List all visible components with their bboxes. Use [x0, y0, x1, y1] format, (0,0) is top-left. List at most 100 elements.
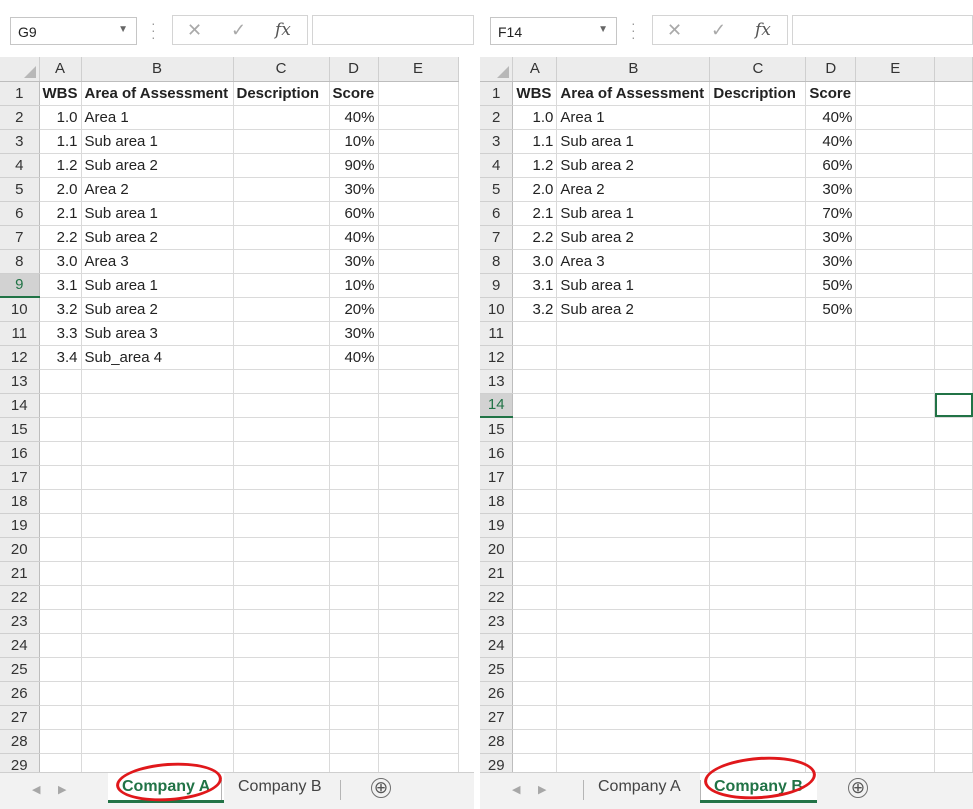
cell[interactable] — [378, 297, 459, 322]
cell[interactable] — [329, 489, 379, 514]
cell[interactable] — [855, 153, 936, 178]
cell[interactable] — [81, 705, 234, 730]
cell[interactable] — [329, 369, 379, 394]
cell[interactable] — [556, 321, 711, 346]
cell[interactable]: 30% — [329, 321, 379, 346]
cell[interactable] — [709, 633, 807, 658]
cell[interactable] — [39, 513, 82, 538]
cell[interactable]: Sub area 1 — [556, 129, 711, 154]
cell[interactable] — [81, 633, 234, 658]
cell[interactable] — [855, 441, 936, 466]
cell[interactable] — [855, 129, 936, 154]
cell[interactable] — [934, 369, 973, 394]
chevron-down-icon[interactable]: ▼ — [598, 24, 608, 35]
cell[interactable] — [709, 177, 807, 202]
column-header[interactable]: A — [39, 57, 82, 82]
cell[interactable] — [233, 201, 330, 226]
row-header[interactable]: 23 — [0, 609, 40, 634]
cell[interactable] — [556, 465, 711, 490]
cell[interactable]: 70% — [805, 201, 857, 226]
cell[interactable] — [512, 609, 558, 634]
cell[interactable] — [378, 153, 459, 178]
cell[interactable] — [934, 273, 973, 298]
cell[interactable] — [934, 441, 973, 466]
cell[interactable] — [378, 681, 459, 706]
cell[interactable] — [233, 273, 330, 298]
cell[interactable] — [709, 393, 807, 418]
row-header[interactable]: 12 — [480, 345, 514, 370]
row-header[interactable]: 10 — [480, 297, 514, 322]
cell[interactable] — [805, 417, 857, 442]
cell[interactable] — [934, 609, 973, 634]
cell[interactable] — [329, 393, 379, 418]
cell[interactable]: 30% — [805, 177, 857, 202]
cell[interactable] — [556, 537, 711, 562]
column-header[interactable]: A — [512, 57, 558, 82]
header-cell[interactable]: Score — [329, 81, 379, 106]
cell[interactable] — [855, 345, 936, 370]
cell[interactable] — [81, 369, 234, 394]
cell[interactable] — [556, 417, 711, 442]
cell[interactable] — [329, 657, 379, 682]
row-header[interactable]: 13 — [480, 369, 514, 394]
cell[interactable] — [39, 585, 82, 610]
cell[interactable] — [378, 585, 459, 610]
cell[interactable] — [512, 537, 558, 562]
cell[interactable] — [233, 417, 330, 442]
cell[interactable] — [378, 321, 459, 346]
cell[interactable] — [934, 417, 973, 442]
cell[interactable] — [855, 537, 936, 562]
cell[interactable]: Area 2 — [81, 177, 234, 202]
cell[interactable] — [512, 513, 558, 538]
row-header[interactable]: 17 — [0, 465, 40, 490]
cell[interactable]: 50% — [805, 273, 857, 298]
row-header[interactable]: 26 — [480, 681, 514, 706]
cell[interactable] — [233, 561, 330, 586]
cell[interactable] — [709, 585, 807, 610]
cell[interactable]: Area 1 — [556, 105, 711, 130]
cancel-icon[interactable]: ✕ — [187, 20, 203, 40]
cell[interactable] — [709, 249, 807, 274]
cell[interactable] — [855, 657, 936, 682]
cell[interactable] — [855, 633, 936, 658]
row-header[interactable]: 3 — [0, 129, 40, 154]
cell[interactable] — [512, 681, 558, 706]
cell[interactable] — [556, 513, 711, 538]
cell[interactable]: 2.1 — [39, 201, 82, 226]
cell[interactable] — [378, 441, 459, 466]
header-cell[interactable]: Score — [805, 81, 857, 106]
cell[interactable]: Sub area 2 — [81, 153, 234, 178]
cell[interactable] — [378, 81, 459, 106]
cell[interactable] — [329, 729, 379, 754]
cell[interactable] — [81, 417, 234, 442]
cell[interactable] — [233, 441, 330, 466]
row-header[interactable]: 2 — [0, 105, 40, 130]
cell[interactable] — [39, 561, 82, 586]
cell[interactable]: 40% — [329, 345, 379, 370]
cell[interactable] — [855, 609, 936, 634]
cell[interactable] — [512, 489, 558, 514]
cell[interactable]: 50% — [805, 297, 857, 322]
cell[interactable]: 40% — [805, 129, 857, 154]
cell[interactable]: 10% — [329, 129, 379, 154]
cell[interactable]: Sub_area 4 — [81, 345, 234, 370]
column-header[interactable]: B — [556, 57, 711, 82]
cell[interactable] — [512, 729, 558, 754]
cell[interactable] — [81, 441, 234, 466]
cell[interactable]: 40% — [329, 105, 379, 130]
cell[interactable] — [556, 561, 711, 586]
cell[interactable] — [512, 705, 558, 730]
selected-cell[interactable] — [934, 393, 973, 418]
cell[interactable] — [709, 201, 807, 226]
cell[interactable] — [378, 369, 459, 394]
cell[interactable] — [81, 657, 234, 682]
row-header[interactable]: 19 — [0, 513, 40, 538]
cell[interactable] — [378, 729, 459, 754]
cell[interactable] — [512, 561, 558, 586]
row-header[interactable]: 3 — [480, 129, 514, 154]
cell[interactable] — [556, 441, 711, 466]
cell[interactable]: 3.1 — [512, 273, 558, 298]
cell[interactable] — [512, 585, 558, 610]
cell[interactable] — [233, 225, 330, 250]
row-header[interactable]: 6 — [480, 201, 514, 226]
